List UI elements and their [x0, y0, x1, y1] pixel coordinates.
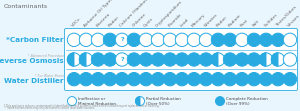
Circle shape [68, 97, 76, 106]
Text: Radium: Radium [227, 14, 242, 28]
Text: Lead: Lead [179, 18, 189, 28]
Text: Viruses: Viruses [287, 14, 300, 28]
Text: Cryptosporidium: Cryptosporidium [155, 0, 184, 28]
Circle shape [79, 53, 93, 66]
Circle shape [247, 72, 261, 86]
Circle shape [187, 72, 201, 86]
Circle shape [223, 53, 237, 66]
Text: ?: ? [120, 57, 124, 62]
Text: ** Some contaminants may only be found in certain local water sources.: ** Some contaminants may only be found i… [4, 106, 94, 110]
Circle shape [199, 53, 213, 66]
Circle shape [271, 53, 285, 66]
Text: * Advanced Procedure: * Advanced Procedure [28, 54, 64, 58]
Circle shape [283, 33, 297, 47]
Circle shape [136, 97, 145, 106]
FancyBboxPatch shape [64, 29, 298, 90]
Text: Water Distiller: Water Distiller [4, 78, 64, 84]
Circle shape [271, 72, 285, 86]
Circle shape [187, 33, 201, 47]
Circle shape [103, 72, 117, 86]
Text: Mercury: Mercury [191, 13, 206, 28]
Circle shape [235, 33, 249, 47]
Circle shape [67, 53, 81, 66]
Circle shape [175, 72, 189, 86]
Circle shape [283, 53, 297, 66]
Circle shape [139, 72, 153, 86]
Circle shape [247, 33, 261, 47]
Circle shape [215, 97, 224, 106]
Circle shape [115, 72, 129, 86]
Circle shape [67, 72, 81, 86]
Circle shape [271, 33, 285, 47]
Circle shape [163, 72, 177, 86]
Circle shape [259, 53, 273, 66]
Circle shape [115, 33, 129, 47]
Circle shape [151, 72, 165, 86]
Text: VOCs: VOCs [71, 17, 82, 28]
Wedge shape [259, 53, 266, 66]
Text: Ineffective or
Minimal Reduction: Ineffective or Minimal Reduction [79, 97, 116, 106]
Circle shape [283, 72, 297, 86]
Circle shape [79, 33, 93, 47]
Text: Radon: Radon [107, 15, 120, 28]
Text: Bacteria: Bacteria [95, 12, 111, 28]
Circle shape [235, 53, 249, 66]
Text: Tastes/Odors: Tastes/Odors [275, 5, 298, 28]
Text: * For Water Borne: * For Water Borne [35, 74, 64, 78]
Circle shape [211, 53, 225, 66]
Text: Partial Reduction
(Over 50%): Partial Reduction (Over 50%) [146, 97, 182, 106]
Text: ?: ? [120, 37, 124, 42]
Circle shape [199, 72, 213, 86]
Text: Radon: Radon [215, 15, 228, 28]
Circle shape [115, 53, 129, 66]
Text: Chlorine: Chlorine [131, 12, 147, 28]
Wedge shape [79, 53, 86, 66]
Circle shape [199, 33, 213, 47]
Circle shape [91, 33, 105, 47]
Circle shape [151, 33, 165, 47]
Circle shape [247, 53, 261, 66]
Text: Cysts: Cysts [143, 17, 154, 28]
Circle shape [151, 53, 165, 66]
Text: Rust: Rust [239, 18, 249, 28]
Circle shape [259, 33, 273, 47]
Text: Sulfides: Sulfides [263, 13, 278, 28]
Circle shape [211, 72, 225, 86]
Wedge shape [211, 53, 218, 66]
Circle shape [79, 72, 93, 86]
Circle shape [127, 72, 141, 86]
Text: Airborne Oil Types: Airborne Oil Types [83, 0, 114, 28]
Text: Contaminants: Contaminants [4, 4, 48, 9]
Circle shape [103, 53, 117, 66]
Text: Calcium (Hardness): Calcium (Hardness) [119, 0, 152, 28]
Circle shape [139, 53, 153, 66]
Circle shape [139, 33, 153, 47]
Circle shape [223, 33, 237, 47]
Text: Salt: Salt [251, 19, 260, 28]
Text: * This appliance reduces contaminant(s) identifiable on this system is used and : * This appliance reduces contaminant(s) … [4, 104, 159, 108]
Text: Nitrates: Nitrates [203, 13, 218, 28]
Circle shape [259, 72, 273, 86]
Circle shape [91, 72, 105, 86]
Circle shape [67, 33, 81, 47]
Text: Reverse Osmosis: Reverse Osmosis [0, 58, 64, 64]
Circle shape [163, 53, 177, 66]
Circle shape [211, 33, 225, 47]
Circle shape [235, 72, 249, 86]
Circle shape [175, 53, 189, 66]
Text: Fluoride: Fluoride [167, 13, 183, 28]
Circle shape [127, 33, 141, 47]
Wedge shape [271, 53, 278, 66]
Wedge shape [67, 53, 74, 66]
Wedge shape [136, 97, 140, 106]
Circle shape [91, 53, 105, 66]
Text: *Carbon Filter: *Carbon Filter [7, 37, 64, 43]
Circle shape [127, 53, 141, 66]
Circle shape [223, 72, 237, 86]
Circle shape [187, 53, 201, 66]
Text: Complete Reduction
(Over 99%): Complete Reduction (Over 99%) [226, 97, 268, 106]
Circle shape [103, 33, 117, 47]
Circle shape [175, 33, 189, 47]
Circle shape [163, 33, 177, 47]
